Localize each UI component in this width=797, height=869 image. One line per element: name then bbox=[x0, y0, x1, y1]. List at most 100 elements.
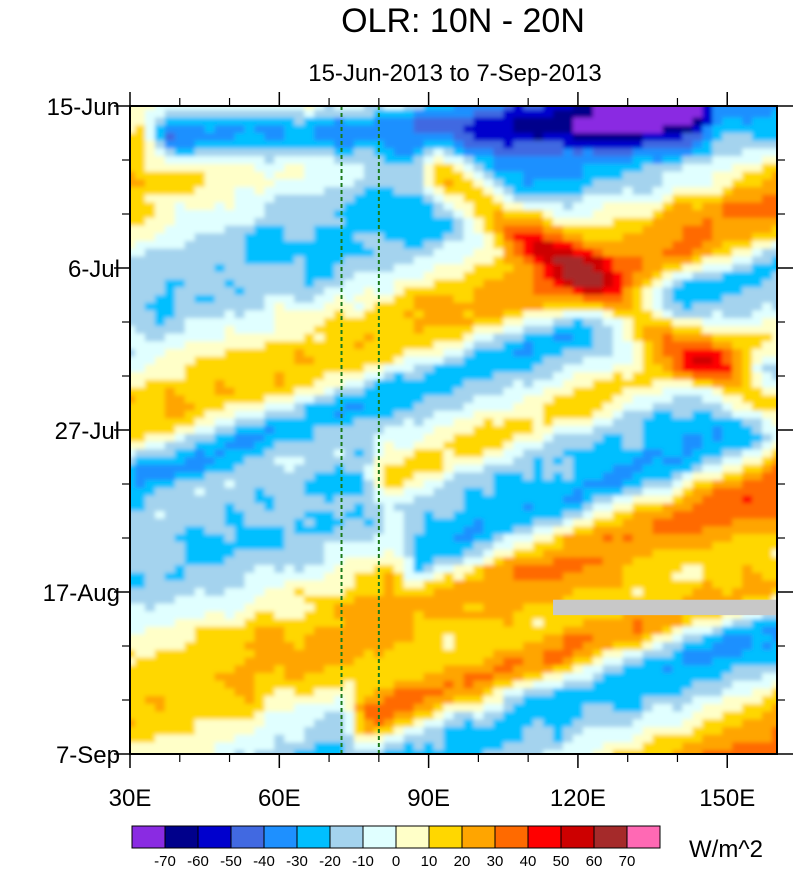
heatmap-cell bbox=[314, 418, 325, 427]
heatmap-cell bbox=[383, 233, 395, 242]
heatmap-cell bbox=[393, 148, 405, 157]
heatmap-cell bbox=[662, 649, 674, 659]
heatmap-cell bbox=[433, 487, 445, 497]
heatmap-cell bbox=[393, 619, 405, 628]
heatmap-cell bbox=[602, 271, 614, 281]
heatmap-cell bbox=[622, 549, 634, 559]
heatmap-cell bbox=[194, 372, 206, 381]
heatmap-cell bbox=[702, 457, 714, 466]
heatmap-cell bbox=[254, 603, 266, 613]
heatmap-cell bbox=[433, 179, 445, 188]
heatmap-cell bbox=[742, 526, 753, 535]
heatmap-cell bbox=[154, 472, 166, 481]
heatmap-cell bbox=[334, 310, 345, 319]
heatmap-cell bbox=[473, 611, 485, 620]
heatmap-cell bbox=[194, 271, 206, 281]
heatmap-cell bbox=[652, 271, 664, 281]
heatmap-cell bbox=[642, 163, 654, 173]
heatmap-cell bbox=[135, 279, 146, 289]
heatmap-cell bbox=[752, 449, 763, 458]
heatmap-cell bbox=[135, 433, 146, 443]
heatmap-cell bbox=[393, 403, 405, 412]
heatmap-cell bbox=[503, 426, 515, 435]
heatmap-cell bbox=[513, 210, 524, 219]
heatmap-cell bbox=[622, 449, 634, 458]
heatmap-cell bbox=[254, 626, 266, 636]
heatmap-cell bbox=[403, 673, 415, 682]
heatmap-cell bbox=[662, 464, 674, 474]
heatmap-cell bbox=[284, 163, 296, 173]
heatmap-cell bbox=[184, 217, 196, 227]
heatmap-cell bbox=[553, 279, 564, 289]
heatmap-cell bbox=[363, 349, 375, 358]
heatmap-cell bbox=[772, 518, 777, 528]
heatmap-cell bbox=[433, 372, 445, 381]
heatmap-cell bbox=[284, 595, 296, 605]
heatmap-cell bbox=[463, 603, 475, 613]
heatmap-cell bbox=[742, 572, 753, 582]
heatmap-cell bbox=[662, 433, 674, 443]
heatmap-cell bbox=[324, 109, 335, 119]
heatmap-cell bbox=[284, 511, 296, 520]
heatmap-cell bbox=[130, 194, 136, 204]
heatmap-cell bbox=[433, 325, 445, 335]
heatmap-cell bbox=[453, 194, 465, 204]
heatmap-cell bbox=[692, 318, 704, 327]
heatmap-cell bbox=[254, 441, 266, 451]
heatmap-cell bbox=[214, 379, 226, 389]
heatmap-cell bbox=[642, 125, 654, 134]
heatmap-cell bbox=[742, 217, 753, 227]
heatmap-cell bbox=[254, 217, 266, 227]
heatmap-cell bbox=[582, 379, 594, 389]
heatmap-cell bbox=[662, 665, 674, 674]
heatmap-cell bbox=[130, 287, 136, 296]
heatmap-cell bbox=[712, 649, 724, 659]
heatmap-cell bbox=[632, 117, 644, 127]
heatmap-cell bbox=[264, 673, 276, 682]
heatmap-cell bbox=[254, 310, 266, 319]
heatmap-cell bbox=[383, 649, 395, 659]
heatmap-cell bbox=[712, 503, 724, 512]
heatmap-cell bbox=[483, 534, 495, 543]
heatmap-cell bbox=[264, 580, 276, 589]
heatmap-cell bbox=[463, 433, 475, 443]
heatmap-cell bbox=[433, 642, 445, 651]
heatmap-cell bbox=[612, 217, 624, 227]
heatmap-cell bbox=[712, 156, 724, 165]
heatmap-cell bbox=[762, 117, 773, 127]
heatmap-cell bbox=[493, 241, 505, 250]
heatmap-cell bbox=[204, 256, 216, 265]
heatmap-cell bbox=[513, 256, 524, 265]
heatmap-cell bbox=[652, 140, 664, 150]
heatmap-cell bbox=[742, 634, 753, 643]
heatmap-cell bbox=[373, 379, 385, 389]
heatmap-cell bbox=[334, 241, 345, 250]
heatmap-cell bbox=[354, 410, 365, 420]
heatmap-cell bbox=[772, 557, 777, 566]
heatmap-cell bbox=[135, 271, 146, 281]
heatmap-cell bbox=[632, 511, 644, 520]
heatmap-cell bbox=[274, 426, 286, 435]
heatmap-cell bbox=[762, 518, 773, 528]
heatmap-cell bbox=[130, 148, 136, 157]
heatmap-cell bbox=[672, 518, 684, 528]
heatmap-cell bbox=[652, 248, 664, 258]
heatmap-cell bbox=[772, 418, 777, 427]
heatmap-cell bbox=[722, 410, 734, 420]
heatmap-cell bbox=[752, 210, 763, 219]
heatmap-cell bbox=[363, 541, 375, 551]
heatmap-cell bbox=[592, 133, 604, 142]
heatmap-cell bbox=[533, 611, 544, 620]
heatmap-cell bbox=[164, 595, 176, 605]
heatmap-cell bbox=[523, 634, 534, 643]
heatmap-cell bbox=[662, 534, 674, 543]
heatmap-cell bbox=[503, 680, 515, 690]
heatmap-cell bbox=[204, 534, 216, 543]
heatmap-cell bbox=[224, 194, 236, 204]
heatmap-cell bbox=[672, 534, 684, 543]
heatmap-cell bbox=[254, 117, 266, 127]
heatmap-cell bbox=[274, 372, 286, 381]
heatmap-cell bbox=[135, 341, 146, 350]
heatmap-cell bbox=[483, 333, 495, 343]
heatmap-cell bbox=[294, 372, 305, 381]
